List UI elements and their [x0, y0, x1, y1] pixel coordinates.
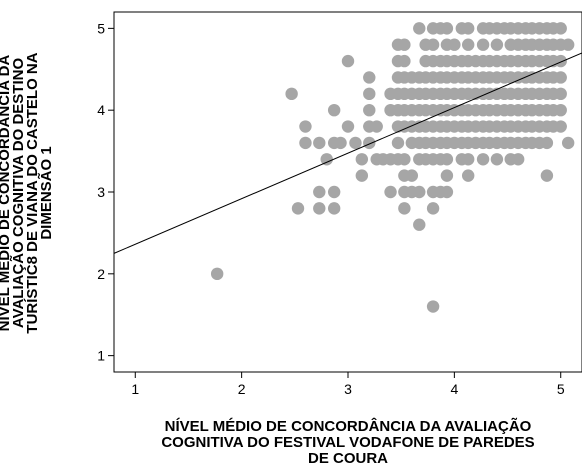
data-point	[554, 54, 567, 68]
y-tick-label: 1	[97, 348, 105, 364]
data-point	[476, 153, 490, 166]
data-point	[363, 103, 376, 117]
x-tick-label: 5	[557, 381, 565, 397]
y-tick-label: 5	[97, 20, 105, 36]
data-point	[355, 169, 369, 182]
data-point	[461, 153, 475, 166]
y-tick-label: 2	[97, 266, 105, 282]
data-point	[426, 38, 440, 51]
data-point	[327, 103, 341, 117]
y-axis-label-line: DIMENSÃO 1	[37, 146, 55, 239]
data-point	[299, 136, 312, 150]
data-point	[327, 202, 341, 215]
y-axis-label-line: NÍVEL MÉDIO DE CONCORDÂNCIA DA	[0, 54, 13, 331]
x-tick-label: 1	[131, 381, 139, 397]
data-point	[363, 71, 376, 84]
data-point	[363, 136, 376, 150]
data-point	[210, 267, 224, 281]
data-point	[554, 71, 567, 84]
data-point	[461, 22, 475, 35]
y-axis-label-line: TURÍSTIC8 DE VIANA DO CASTELO NA	[24, 52, 41, 333]
data-point	[391, 136, 405, 150]
data-point	[341, 54, 355, 68]
data-point	[320, 153, 333, 166]
x-axis-label-line: DE COURA	[308, 450, 388, 467]
data-point	[554, 103, 567, 117]
data-point	[554, 120, 567, 133]
x-tick-label: 4	[450, 381, 458, 397]
data-point	[476, 38, 490, 51]
data-point	[561, 38, 575, 51]
data-point	[413, 185, 426, 199]
data-point	[540, 136, 554, 150]
data-point	[426, 300, 440, 313]
axis-ticks: 1 2 3 4 5 1 2 3 4 5	[97, 20, 565, 397]
data-point	[413, 22, 426, 35]
data-point	[461, 38, 475, 51]
data-point	[540, 169, 554, 182]
data-point	[349, 136, 362, 150]
data-point	[334, 136, 347, 150]
x-tick-label: 2	[238, 381, 246, 397]
data-point	[490, 153, 504, 166]
data-point	[511, 153, 525, 166]
data-point	[291, 202, 305, 215]
data-point	[355, 153, 369, 166]
data-point	[398, 202, 411, 215]
x-axis-label-line: NÍVEL MÉDIO DE CONCORDÂNCIA DA AVALIAÇÃO	[165, 417, 532, 435]
data-point	[398, 54, 411, 68]
y-axis-label-line: AVALIAÇÃO COGNITIVA DO DESTINO	[9, 58, 27, 329]
data-point	[461, 169, 475, 182]
data-point	[440, 153, 454, 166]
fit-line	[113, 52, 582, 254]
x-axis-label: NÍVEL MÉDIO DE CONCORDÂNCIA DA AVALIAÇÃO…	[161, 417, 534, 467]
data-point	[327, 185, 341, 199]
data-point	[413, 218, 426, 231]
y-tick-label: 3	[97, 184, 105, 200]
data-point	[440, 22, 454, 35]
data-point	[299, 120, 312, 133]
y-tick-label: 4	[97, 102, 105, 118]
data-point	[285, 87, 298, 101]
data-point	[440, 185, 454, 199]
x-tick-label: 3	[344, 381, 352, 397]
data-point	[405, 169, 419, 182]
data-point	[426, 202, 440, 215]
data-point	[440, 169, 454, 182]
data-point	[313, 136, 326, 150]
data-point	[554, 22, 567, 35]
data-point	[398, 38, 411, 51]
x-axis-label-line: COGNITIVA DO FESTIVAL VODAFONE DE PAREDE…	[161, 434, 534, 451]
data-point	[398, 153, 411, 166]
data-point	[561, 136, 575, 150]
data-point	[448, 38, 461, 51]
data-point	[384, 185, 397, 199]
data-point	[554, 87, 567, 101]
data-point	[341, 120, 355, 133]
data-points	[210, 22, 575, 313]
y-axis-label: NÍVEL MÉDIO DE CONCORDÂNCIA DAAVALIAÇÃO …	[0, 52, 55, 333]
data-point	[363, 87, 376, 101]
data-point	[313, 185, 326, 199]
data-point	[490, 38, 504, 51]
data-point	[370, 120, 383, 133]
data-point	[313, 202, 326, 215]
